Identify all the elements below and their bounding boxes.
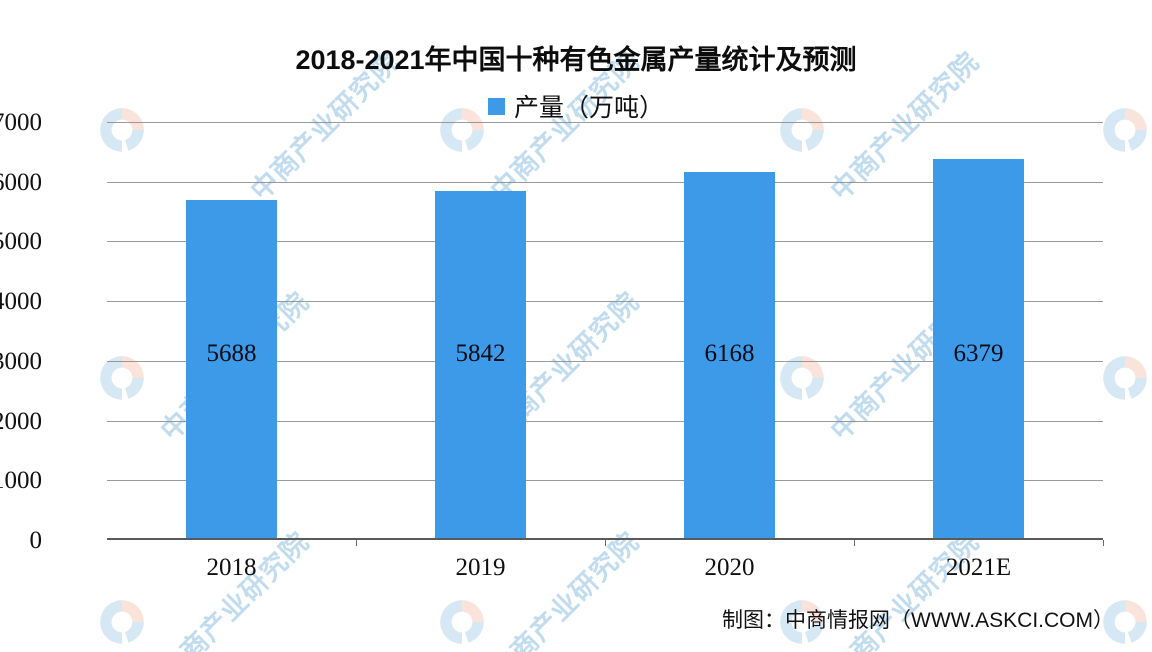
bar-2018 [186, 200, 277, 540]
x-axis-tick-2020 [854, 540, 855, 546]
bar-value-label-2019: 5842 [455, 340, 506, 367]
x-axis-tick-2019 [605, 540, 606, 546]
y-axis-tick-label-4000: 4000 [0, 288, 42, 316]
x-axis-label-2019: 2019 [455, 554, 506, 581]
bar-2021E [933, 159, 1024, 540]
x-axis-label-2018: 2018 [206, 554, 257, 581]
bar-value-label-2018: 5688 [206, 340, 257, 367]
bar-value-label-2020: 6168 [704, 340, 755, 367]
gridline-6000 [107, 181, 1103, 183]
legend-label-production: 产量（万吨） [513, 94, 664, 122]
gridline-5000 [107, 241, 1103, 243]
chart-source-note: 制图：中商情报网（WWW.ASKCI.COM） [722, 609, 1114, 632]
plot-area [107, 122, 1104, 546]
bar-value-label-2021E: 6379 [953, 340, 1004, 367]
y-axis-tick-label-5000: 5000 [0, 228, 42, 256]
y-axis-tick-label-2000: 2000 [0, 407, 42, 435]
gridline-1000 [107, 480, 1103, 482]
gridline-2000 [107, 420, 1103, 422]
x-axis-tick-2018 [356, 540, 357, 546]
y-axis-tick-label-7000: 7000 [0, 109, 42, 136]
bar-2020 [684, 171, 775, 540]
y-axis-tick-label-1000: 1000 [0, 467, 42, 495]
y-axis-tick-label-0: 0 [29, 527, 43, 554]
x-axis-line [107, 538, 1103, 540]
x-axis-tick-2021E [1103, 540, 1104, 546]
gridline-3000 [107, 360, 1103, 362]
legend-swatch-production [487, 97, 505, 115]
chart-legend: 产量（万吨） [0, 88, 1152, 124]
x-axis-label-2020: 2020 [704, 554, 755, 581]
y-axis-tick-label-6000: 6000 [0, 168, 42, 196]
gridline-7000 [107, 122, 1103, 123]
chart-title: 2018-2021年中国十种有色金属产量统计及预测 [295, 45, 857, 75]
x-axis-label-2021E: 2021E [945, 554, 1012, 581]
y-axis-tick-label-3000: 3000 [0, 347, 42, 375]
gridline-4000 [107, 301, 1103, 303]
